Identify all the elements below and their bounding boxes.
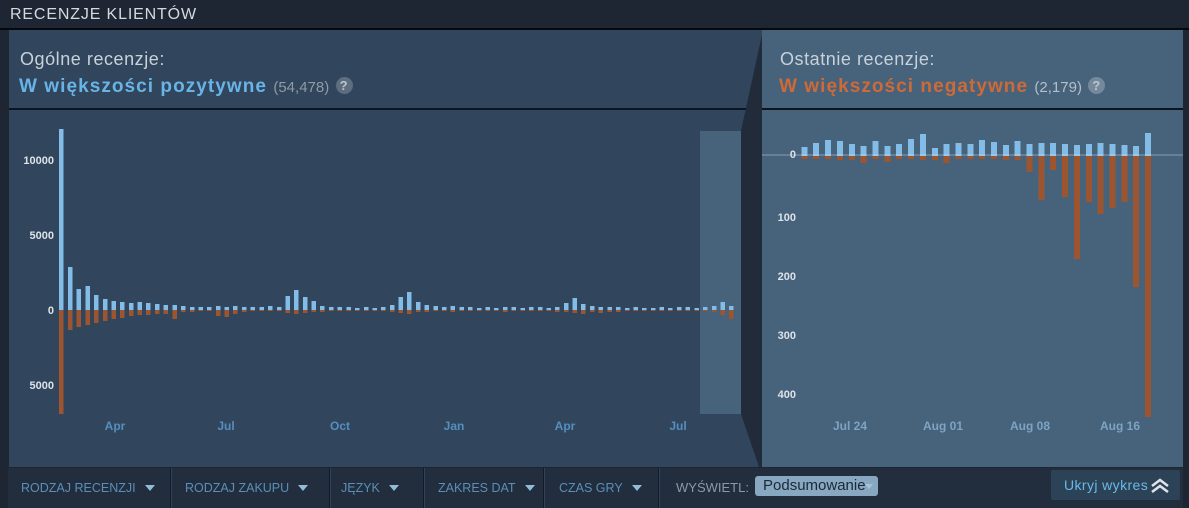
svg-text:200: 200	[778, 271, 796, 283]
svg-text:Jan: Jan	[444, 419, 465, 433]
svg-text:5000: 5000	[30, 230, 54, 242]
svg-text:Aug 01: Aug 01	[923, 419, 963, 433]
svg-text:10000: 10000	[23, 155, 54, 167]
svg-text:400: 400	[778, 389, 796, 401]
svg-text:100: 100	[778, 212, 796, 224]
svg-text:Aug 16: Aug 16	[1100, 419, 1140, 433]
svg-text:5000: 5000	[30, 380, 54, 392]
svg-text:Aug 08: Aug 08	[1010, 419, 1050, 433]
svg-text:300: 300	[778, 330, 796, 342]
svg-text:0: 0	[790, 149, 796, 161]
svg-text:Apr: Apr	[555, 419, 576, 433]
svg-text:Jul: Jul	[217, 419, 234, 433]
svg-text:Jul 24: Jul 24	[833, 419, 867, 433]
svg-text:Oct: Oct	[330, 419, 350, 433]
svg-text:Apr: Apr	[105, 419, 126, 433]
svg-text:Jul: Jul	[669, 419, 686, 433]
svg-text:0: 0	[48, 305, 54, 317]
